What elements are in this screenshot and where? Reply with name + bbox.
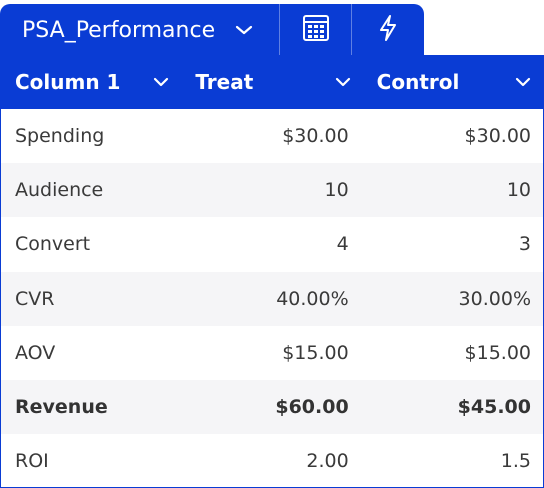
treat-value: $60.00 <box>275 396 349 419</box>
treat-value: $15.00 <box>282 341 349 364</box>
tab-bar: PSA_Performance <box>0 4 424 56</box>
row-label: ROI <box>15 450 49 473</box>
column-header-label: Column 1 <box>15 70 121 94</box>
column-header-control[interactable]: Control <box>363 55 543 109</box>
table-name-dropdown[interactable]: PSA_Performance <box>0 4 281 56</box>
column-header-label: Treat <box>195 70 254 94</box>
table-row: CVR 40.00% 30.00% <box>1 271 543 326</box>
control-value: 1.5 <box>500 450 531 473</box>
row-label: Spending <box>15 125 105 148</box>
treat-value: 10 <box>324 179 349 202</box>
column-header-label: Control <box>376 70 460 94</box>
table-name-label: PSA_Performance <box>22 17 216 43</box>
data-table: Column 1 Treat Control Spending <box>0 55 544 488</box>
control-value: 30.00% <box>458 287 531 310</box>
table-row: Convert 4 3 <box>1 217 543 271</box>
treat-value: 40.00% <box>276 287 349 310</box>
table-row: ROI 2.00 1.5 <box>1 434 543 488</box>
calculator-button[interactable] <box>280 4 353 56</box>
table-row: Spending $30.00 $30.00 <box>1 109 543 163</box>
treat-value: 2.00 <box>306 450 349 473</box>
column-header-1[interactable]: Column 1 <box>1 55 181 109</box>
control-value: $30.00 <box>464 125 531 148</box>
treat-value: $30.00 <box>282 125 349 148</box>
chevron-down-icon[interactable] <box>503 77 543 87</box>
control-value: $45.00 <box>457 396 531 419</box>
control-value: $15.00 <box>464 341 531 364</box>
table-body: Spending $30.00 $30.00 Audience 10 10 Co… <box>1 109 543 488</box>
row-label: AOV <box>15 341 56 364</box>
control-value: 10 <box>506 179 531 202</box>
treat-value: 4 <box>336 233 349 256</box>
table-row: AOV $15.00 $15.00 <box>1 326 543 380</box>
table-row: Audience 10 10 <box>1 163 543 218</box>
automation-button[interactable] <box>352 4 424 56</box>
chevron-down-icon[interactable] <box>141 77 181 87</box>
table-row: Revenue $60.00 $45.00 <box>1 379 543 435</box>
row-label: Convert <box>15 233 91 256</box>
calculator-icon <box>301 13 331 47</box>
lightning-icon <box>377 14 399 46</box>
control-value: 3 <box>518 233 531 256</box>
column-header-treat[interactable]: Treat <box>181 55 362 109</box>
chevron-down-icon <box>235 24 279 36</box>
row-label: Audience <box>15 179 104 202</box>
row-label: Revenue <box>15 396 108 419</box>
table-header: Column 1 Treat Control <box>1 55 543 109</box>
chevron-down-icon[interactable] <box>323 77 363 87</box>
row-label: CVR <box>15 287 55 310</box>
